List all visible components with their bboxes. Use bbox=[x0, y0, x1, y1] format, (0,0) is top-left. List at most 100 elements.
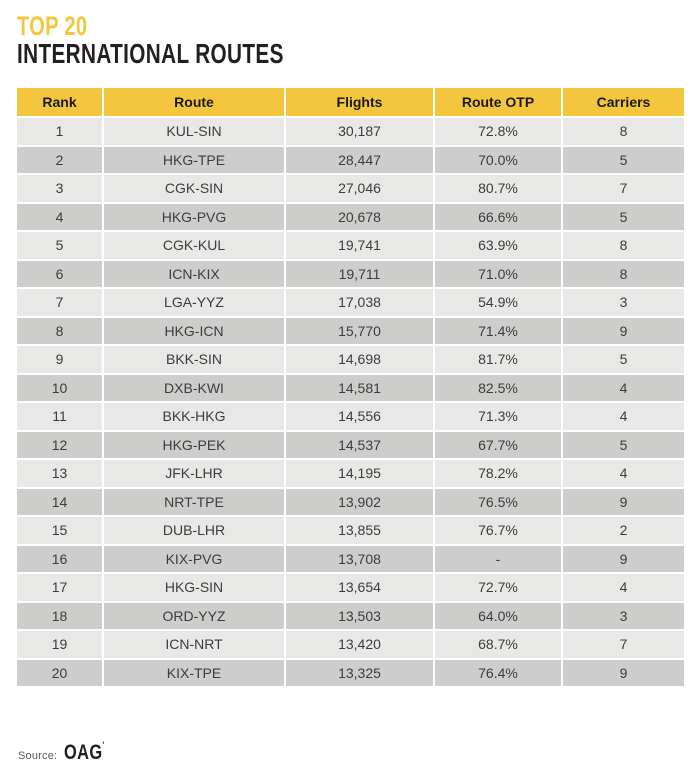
route-cell: CGK-KUL bbox=[103, 231, 286, 261]
carriers-cell: 5 bbox=[562, 145, 684, 175]
table-row: 10 DXB-KWI 14,581 82.5% 4 bbox=[17, 373, 684, 403]
page-title-line1: TOP 20 bbox=[17, 11, 88, 41]
rank-cell: 18 bbox=[17, 601, 104, 631]
table-row: 17 HKG-SIN 13,654 72.7% 4 bbox=[17, 573, 684, 603]
column-header-flights: Flights bbox=[285, 88, 435, 118]
otp-cell: 71.3% bbox=[434, 402, 563, 432]
column-header-otp: Route OTP bbox=[434, 88, 563, 118]
oag-logo-mark: ' bbox=[102, 740, 105, 750]
otp-cell: 63.9% bbox=[434, 231, 563, 261]
source-label: Source: bbox=[18, 750, 58, 762]
otp-cell: 70.0% bbox=[434, 145, 563, 175]
flights-cell: 13,708 bbox=[285, 544, 435, 574]
flights-cell: 19,741 bbox=[285, 231, 435, 261]
flights-cell: 14,581 bbox=[285, 373, 435, 403]
otp-cell: 76.4% bbox=[434, 658, 563, 688]
route-cell: HKG-SIN bbox=[103, 573, 286, 603]
column-header-rank: Rank bbox=[17, 88, 104, 118]
carriers-cell: 5 bbox=[562, 202, 684, 232]
route-cell: JFK-LHR bbox=[103, 459, 286, 489]
carriers-cell: 5 bbox=[562, 345, 684, 375]
otp-cell: 64.0% bbox=[434, 601, 563, 631]
flights-cell: 19,711 bbox=[285, 259, 435, 289]
table-row: 12 HKG-PEK 14,537 67.7% 5 bbox=[17, 430, 684, 460]
carriers-cell: 4 bbox=[562, 373, 684, 403]
flights-cell: 15,770 bbox=[285, 316, 435, 346]
table-row: 7 LGA-YYZ 17,038 54.9% 3 bbox=[17, 288, 684, 318]
otp-cell: 66.6% bbox=[434, 202, 563, 232]
rank-cell: 14 bbox=[17, 487, 104, 517]
flights-cell: 28,447 bbox=[285, 145, 435, 175]
route-cell: ICN-KIX bbox=[103, 259, 286, 289]
carriers-cell: 8 bbox=[562, 259, 684, 289]
carriers-cell: 8 bbox=[562, 117, 684, 147]
rank-cell: 1 bbox=[17, 117, 104, 147]
carriers-cell: 3 bbox=[562, 601, 684, 631]
page-title-line2: INTERNATIONAL ROUTES bbox=[17, 38, 284, 69]
rank-cell: 19 bbox=[17, 630, 104, 660]
carriers-cell: 3 bbox=[562, 288, 684, 318]
table-row: 1 KUL-SIN 30,187 72.8% 8 bbox=[17, 117, 684, 147]
route-cell: HKG-TPE bbox=[103, 145, 286, 175]
otp-cell: 81.7% bbox=[434, 345, 563, 375]
carriers-cell: 7 bbox=[562, 174, 684, 204]
otp-cell: 82.5% bbox=[434, 373, 563, 403]
flights-cell: 13,503 bbox=[285, 601, 435, 631]
table-row: 20 KIX-TPE 13,325 76.4% 9 bbox=[17, 658, 684, 688]
carriers-cell: 5 bbox=[562, 430, 684, 460]
route-cell: ORD-YYZ bbox=[103, 601, 286, 631]
otp-cell: 71.4% bbox=[434, 316, 563, 346]
flights-cell: 13,654 bbox=[285, 573, 435, 603]
table-row: 9 BKK-SIN 14,698 81.7% 5 bbox=[17, 345, 684, 375]
route-cell: KUL-SIN bbox=[103, 117, 286, 147]
rank-cell: 17 bbox=[17, 573, 104, 603]
carriers-cell: 2 bbox=[562, 516, 684, 546]
route-cell: BKK-HKG bbox=[103, 402, 286, 432]
flights-cell: 13,420 bbox=[285, 630, 435, 660]
flights-cell: 17,038 bbox=[285, 288, 435, 318]
table-row: 3 CGK-SIN 27,046 80.7% 7 bbox=[17, 174, 684, 204]
flights-cell: 13,325 bbox=[285, 658, 435, 688]
rank-cell: 8 bbox=[17, 316, 104, 346]
route-cell: HKG-PVG bbox=[103, 202, 286, 232]
rank-cell: 16 bbox=[17, 544, 104, 574]
carriers-cell: 9 bbox=[562, 658, 684, 688]
otp-cell: 54.9% bbox=[434, 288, 563, 318]
route-cell: DXB-KWI bbox=[103, 373, 286, 403]
otp-cell: - bbox=[434, 544, 563, 574]
carriers-cell: 9 bbox=[562, 544, 684, 574]
table-row: 19 ICN-NRT 13,420 68.7% 7 bbox=[17, 630, 684, 660]
flights-cell: 14,195 bbox=[285, 459, 435, 489]
table-row: 8 HKG-ICN 15,770 71.4% 9 bbox=[17, 316, 684, 346]
flights-cell: 14,698 bbox=[285, 345, 435, 375]
otp-cell: 80.7% bbox=[434, 174, 563, 204]
source-attribution: Source: OAG' bbox=[18, 741, 116, 765]
flights-cell: 13,902 bbox=[285, 487, 435, 517]
otp-cell: 72.8% bbox=[434, 117, 563, 147]
table-row: 18 ORD-YYZ 13,503 64.0% 3 bbox=[17, 601, 684, 631]
table-row: 2 HKG-TPE 28,447 70.0% 5 bbox=[17, 145, 684, 175]
table-header-row: Rank Route Flights Route OTP Carriers bbox=[17, 88, 684, 118]
rank-cell: 4 bbox=[17, 202, 104, 232]
flights-cell: 14,537 bbox=[285, 430, 435, 460]
rank-cell: 5 bbox=[17, 231, 104, 261]
otp-cell: 68.7% bbox=[434, 630, 563, 660]
route-cell: HKG-ICN bbox=[103, 316, 286, 346]
table-row: 16 KIX-PVG 13,708-9 bbox=[17, 544, 684, 574]
route-cell: LGA-YYZ bbox=[103, 288, 286, 318]
rank-cell: 3 bbox=[17, 174, 104, 204]
otp-cell: 76.5% bbox=[434, 487, 563, 517]
table-row: 11 BKK-HKG 14,556 71.3% 4 bbox=[17, 402, 684, 432]
rank-cell: 10 bbox=[17, 373, 104, 403]
carriers-cell: 4 bbox=[562, 402, 684, 432]
route-cell: KIX-TPE bbox=[103, 658, 286, 688]
table-row: 15 DUB-LHR 13,855 76.7% 2 bbox=[17, 516, 684, 546]
table-body: 1 KUL-SIN 30,187 72.8% 8 2 HKG-TPE 28,447 70.0% 5… bbox=[17, 117, 684, 688]
route-cell: BKK-SIN bbox=[103, 345, 286, 375]
rank-cell: 12 bbox=[17, 430, 104, 460]
column-header-carriers: Carriers bbox=[562, 88, 684, 118]
carriers-cell: 9 bbox=[562, 316, 684, 346]
rank-cell: 7 bbox=[17, 288, 104, 318]
rank-cell: 9 bbox=[17, 345, 104, 375]
table-row: 6 ICN-KIX 19,711 71.0% 8 bbox=[17, 259, 684, 289]
